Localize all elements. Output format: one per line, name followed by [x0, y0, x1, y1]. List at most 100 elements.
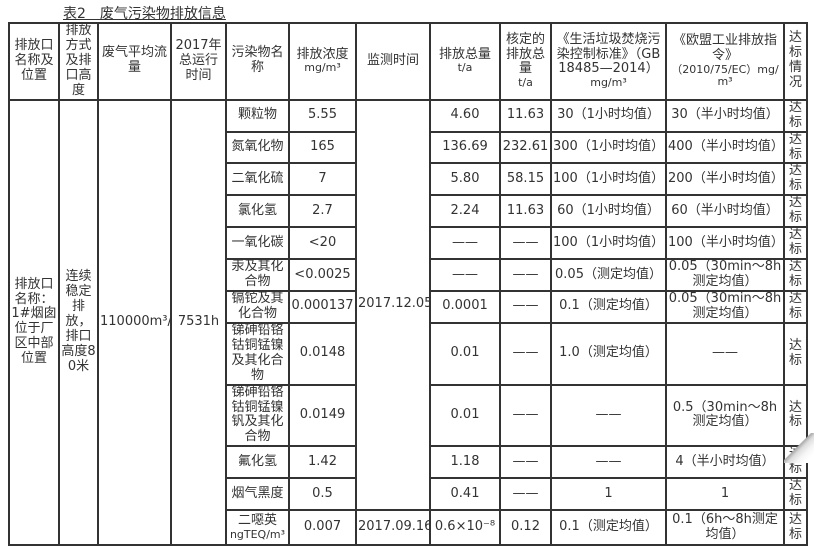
- header-approved-total: 核定的 排放总量 t/a: [499, 22, 552, 101]
- header-concentration-label: 排放浓度: [296, 46, 349, 62]
- cell-eu-limit: 0.5（30min～8h测定均值）: [665, 383, 785, 448]
- cell-total: 4.60: [429, 98, 501, 133]
- cell-approved: 232.61: [499, 130, 552, 165]
- cell-approved: ——: [499, 445, 552, 480]
- cell-eu-limit: 0.05（30min～8h测定均值）: [665, 289, 785, 324]
- cell-eu-limit: 0.1（6h～8h测定均值）: [665, 509, 785, 546]
- cell-gb-limit: 30（1小时均值）: [550, 98, 667, 133]
- page-title: 表2 废气污染物排放信息: [63, 6, 226, 22]
- emissions-table: 排放口名称及位置 排放方式及排口高度 废气平均流量 2017年总运行时间 污染物…: [8, 22, 808, 546]
- header-compliance-status: 达标情况: [783, 22, 808, 101]
- cell-total: 0.0001: [429, 289, 501, 324]
- cell-total: ——: [429, 226, 501, 261]
- cell-approved: 0.12: [499, 509, 552, 546]
- header-approved-unit: t/a: [518, 76, 533, 90]
- header-discharge-mode: 排放方式及排口高度: [58, 22, 99, 101]
- table-row: 一氧化碳 <20 —— —— 100（1小时均值） 100（半小时均值） 达标: [9, 226, 808, 261]
- header-total: 排放总量 t/a: [429, 22, 501, 101]
- cell-total: 0.01: [429, 383, 501, 448]
- cell-eu-limit: 0.05（30min～8h测定均值）: [665, 258, 785, 292]
- cell-eu-limit: 1: [665, 477, 785, 512]
- header-eu-directive-unit: （2010/75/EC）mg/m³: [671, 62, 779, 89]
- header-concentration-unit: mg/m³: [304, 61, 341, 75]
- header-gb-standard-title: 《生活垃圾焚烧污染控制标准》（GB18485—2014）: [556, 31, 661, 77]
- header-total-unit: t/a: [457, 61, 473, 75]
- header-operating-hours: 2017年总运行时间: [170, 22, 227, 101]
- table-row: 排放口名称：1#烟囱 位于厂区中部位置 连续稳定排放，排口高度80米 11000…: [8, 98, 808, 546]
- cell-pollutant: 二氧化硫: [225, 162, 290, 197]
- dioxin-unit: ngTEQ/m³: [229, 527, 286, 541]
- cell-status: 达标: [783, 258, 808, 292]
- header-eu-directive: 《欧盟工业排放指令》 （2010/75/EC）mg/m³: [665, 22, 785, 101]
- table-row: 氮氧化物 165 136.69 232.61 300（1小时均值） 400（半小…: [9, 130, 808, 165]
- cell-approved: ——: [499, 477, 552, 512]
- cell-total: 0.41: [429, 477, 501, 512]
- header-concentration: 排放浓度 mg/m³: [288, 22, 357, 101]
- table-row: 氯化氢 2.7 2.24 11.63 60（1小时均值） 60（半小时均值） 达…: [9, 194, 808, 229]
- cell-total: 1.18: [429, 445, 501, 480]
- cell-gb-limit: ——: [550, 445, 667, 480]
- cell-gb-limit: 1: [550, 477, 667, 512]
- cell-pollutant: 锑砷铅铬钴铜锰镍钒及其化合物: [225, 383, 290, 448]
- cell-outlet-info: 排放口名称：1#烟囱 位于厂区中部位置: [8, 98, 60, 546]
- cell-monitor-date-dioxin: 2017.09.16: [355, 509, 431, 546]
- cell-concentration: 0.0148: [288, 321, 357, 386]
- cell-approved: 58.15: [499, 162, 552, 197]
- header-outlet: 排放口名称及位置: [8, 22, 60, 101]
- cell-gb-limit: 0.1（测定均值）: [550, 289, 667, 324]
- cell-status: 达标: [783, 321, 808, 386]
- header-pollutant: 污染物名称: [225, 22, 290, 101]
- header-gb-standard: 《生活垃圾焚烧污染控制标准》（GB18485—2014） mg/m³: [550, 22, 667, 101]
- cell-gb-limit: 100（1小时均值）: [550, 162, 667, 197]
- cell-status: 达标: [783, 445, 808, 480]
- cell-total: ——: [429, 258, 501, 292]
- header-approved-line2: 排放总量: [505, 46, 545, 77]
- cell-concentration: 0.0149: [288, 383, 357, 448]
- cell-status: 达标: [783, 289, 808, 324]
- table-row: 镉铊及其化合物 0.000137 0.0001 —— 0.1（测定均值） 0.0…: [9, 289, 808, 324]
- table-row: 二氧化硫 7 5.80 58.15 100（1小时均值） 200（半小时均值） …: [9, 162, 808, 197]
- cell-gb-limit: 100（1小时均值）: [550, 226, 667, 261]
- table-row: 汞及其化合物 <0.0025 —— —— 0.05（测定均值） 0.05（30m…: [9, 258, 808, 292]
- cell-pollutant: 氟化氢: [225, 445, 290, 480]
- table-row: 锑砷铅铬钴铜锰镍钒及其化合物 0.0149 0.01 —— —— 0.5（30m…: [9, 383, 808, 448]
- cell-concentration: <0.0025: [288, 258, 357, 292]
- header-monitor-time: 监测时间: [355, 22, 431, 101]
- cell-status: 达标: [783, 194, 808, 229]
- cell-status: 达标: [783, 509, 808, 546]
- cell-approved: ——: [499, 258, 552, 292]
- header-approved-line1: 核定的: [505, 31, 545, 47]
- cell-total: 0.6×10⁻⁸: [429, 509, 501, 546]
- cell-concentration: 0.000137: [288, 289, 357, 324]
- cell-total: 0.01: [429, 321, 501, 386]
- cell-pollutant: 氯化氢: [225, 194, 290, 229]
- cell-approved: ——: [499, 383, 552, 448]
- cell-total: 136.69: [429, 130, 501, 165]
- cell-concentration: 165: [288, 130, 357, 165]
- cell-eu-limit: ——: [665, 321, 785, 386]
- cell-concentration: 2.7: [288, 194, 357, 229]
- cell-pollutant: 锑砷铅铬钴铜锰镍及其化合物: [225, 321, 290, 386]
- cell-pollutant: 镉铊及其化合物: [225, 289, 290, 324]
- cell-status: 达标: [783, 98, 808, 133]
- cell-gb-limit: 0.1（测定均值）: [550, 509, 667, 546]
- cell-concentration: 1.42: [288, 445, 357, 480]
- cell-status: 达标: [783, 383, 808, 448]
- table-row: 锑砷铅铬钴铜锰镍及其化合物 0.0148 0.01 —— 1.0（测定均值） —…: [9, 321, 808, 386]
- cell-approved: ——: [499, 289, 552, 324]
- cell-concentration: 0.007: [288, 509, 357, 546]
- cell-pollutant: 烟气黑度: [225, 477, 290, 512]
- cell-gb-limit: 60（1小时均值）: [550, 194, 667, 229]
- cell-gb-limit: 1.0（测定均值）: [550, 321, 667, 386]
- cell-pollutant: 颗粒物: [225, 98, 290, 133]
- cell-eu-limit: 60（半小时均值）: [665, 194, 785, 229]
- cell-eu-limit: 400（半小时均值）: [665, 130, 785, 165]
- cell-pollutant: 汞及其化合物: [225, 258, 290, 292]
- cell-concentration: 5.55: [288, 98, 357, 133]
- cell-total: 2.24: [429, 194, 501, 229]
- dioxin-name: 二噁英: [237, 512, 277, 528]
- header-row: 排放口名称及位置 排放方式及排口高度 废气平均流量 2017年总运行时间 污染物…: [8, 22, 808, 101]
- cell-status: 达标: [783, 477, 808, 512]
- cell-eu-limit: 30（半小时均值）: [665, 98, 785, 133]
- header-flow-rate: 废气平均流量: [97, 22, 172, 101]
